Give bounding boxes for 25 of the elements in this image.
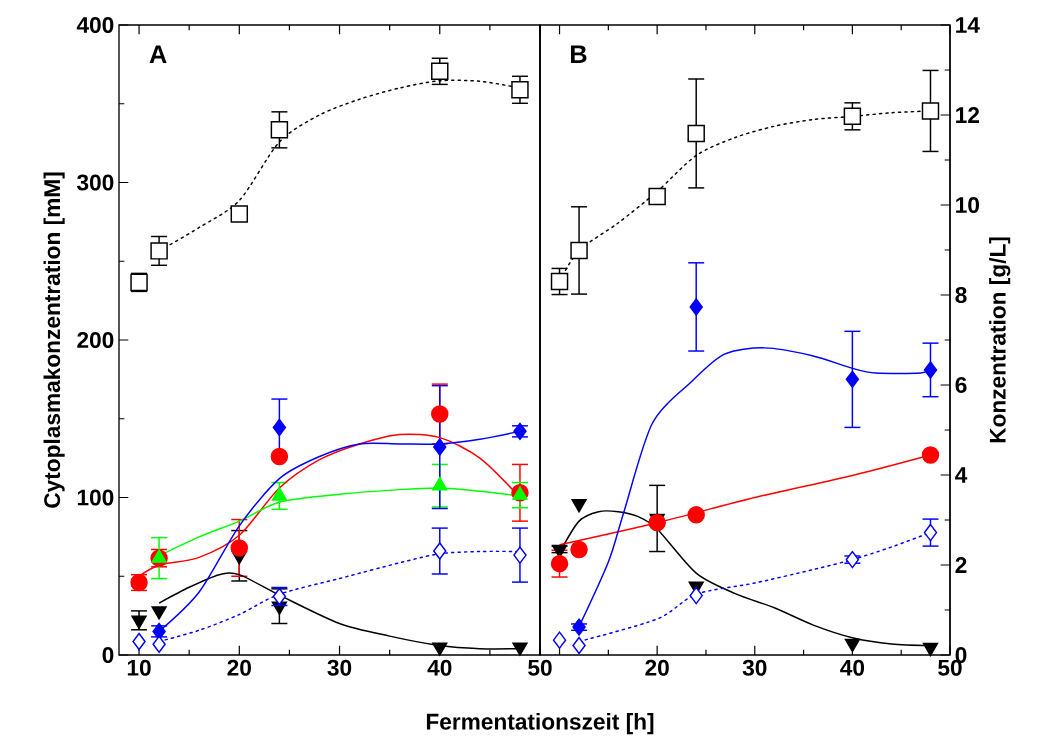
x-tick-label: 30 [327,659,352,676]
x-tick-label: 10 [127,659,151,676]
y2-tick-label: 8 [955,286,967,304]
y-tick-label: 200 [77,331,114,349]
y-tick-label: 400 [76,16,114,34]
y2-tick-label: 2 [955,557,967,573]
x-tick-label: 50 [528,659,552,676]
y-tick-label: 100 [77,489,114,506]
y2-axis-title: Konzentration [g/L] [989,237,1011,443]
x-tick-label: 40 [427,659,452,676]
x-tick-label: 20 [227,659,251,676]
y-axis-title: Cytoplasmakonzentration [mM] [43,172,65,508]
y2-tick-label: 12 [956,107,980,123]
x-axis-title: Fermentationszeit [h] [426,713,654,735]
y2-tick-label: 6 [955,376,967,394]
x-tick-label: 40 [840,659,865,676]
y2-tick-label: 10 [956,196,979,214]
y-tick-label: 300 [76,174,114,191]
y2-tick-label: 4 [955,467,968,483]
annotation: A [149,45,167,63]
x-tick-label: 20 [645,659,669,676]
y-tick-label: 0 [102,646,114,664]
y2-tick-label: 14 [956,17,980,33]
x-tick-label: 30 [742,659,767,676]
annotation: B [571,45,587,63]
